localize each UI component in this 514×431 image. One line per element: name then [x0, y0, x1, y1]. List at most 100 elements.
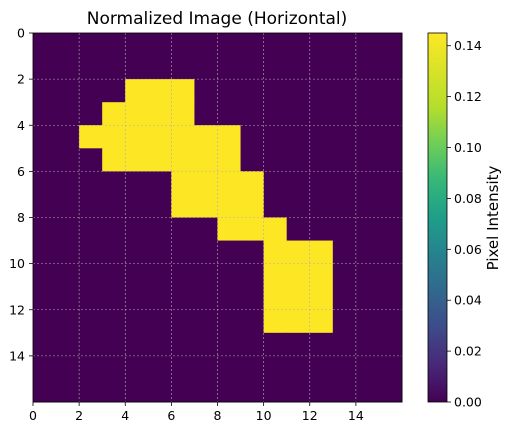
heatmap-cell: [33, 79, 57, 103]
heatmap-cell: [79, 240, 103, 265]
heatmap-cell: [56, 102, 80, 126]
heatmap-cell: [263, 33, 288, 57]
heatmap-cell: [33, 355, 57, 380]
heatmap-cell: [148, 378, 172, 403]
heatmap-cell: [332, 194, 357, 218]
heatmap-cell: [171, 56, 195, 80]
heatmap-cell: [102, 102, 126, 126]
heatmap-cell: [309, 286, 334, 311]
heatmap-cell: [148, 194, 172, 218]
heatmap-cell: [286, 240, 311, 265]
chart-title: Normalized Image (Horizontal): [87, 9, 348, 29]
heatmap-cell: [79, 125, 103, 149]
heatmap-cell: [217, 332, 242, 357]
heatmap-cell: [332, 148, 357, 172]
heatmap-cell: [309, 355, 334, 380]
heatmap-cell: [56, 148, 80, 172]
heatmap-cell: [378, 148, 403, 172]
heatmap-cell: [355, 194, 380, 218]
heatmap-cell: [309, 378, 334, 403]
heatmap-cell: [355, 79, 380, 103]
heatmap-cell: [171, 286, 195, 311]
heatmap-cell: [332, 286, 357, 311]
heatmap-cell: [286, 332, 311, 357]
heatmap-cell: [240, 378, 265, 403]
x-tick-label: 6: [167, 408, 175, 423]
heatmap-cell: [355, 33, 380, 57]
heatmap-cell: [125, 194, 149, 218]
heatmap-cell: [56, 309, 80, 334]
heatmap-cell: [148, 148, 172, 172]
heatmap-cell: [217, 102, 242, 126]
heatmap-cell: [332, 171, 357, 195]
heatmap-cell: [240, 194, 265, 218]
heatmap-cell: [79, 56, 103, 80]
heatmap-cell: [33, 194, 57, 218]
heatmap-cell: [217, 309, 242, 334]
heatmap-cell: [148, 240, 172, 265]
colorbar-tick-label: 0.04: [454, 293, 482, 308]
y-tick-label: 8: [17, 210, 25, 225]
heatmap-cell: [33, 33, 57, 57]
colorbar-ticks: 0.00 0.02 0.04 0.06 0.08 0.10 0.12 0.14: [447, 38, 482, 410]
heatmap-cell: [194, 102, 218, 126]
heatmap-cell: [309, 56, 334, 80]
heatmap-cell: [79, 33, 103, 57]
heatmap-cell: [217, 125, 242, 149]
heatmap-cell: [79, 171, 103, 195]
heatmap-cell: [286, 286, 311, 311]
heatmap-cell: [240, 171, 265, 195]
heatmap-cell: [240, 148, 265, 172]
heatmap-cell: [102, 240, 126, 265]
heatmap-cell: [309, 194, 334, 218]
heatmap-cell: [355, 125, 380, 149]
heatmap-cell: [171, 33, 195, 57]
heatmap-cell: [171, 217, 195, 242]
heatmap-cell: [102, 56, 126, 80]
heatmap-cell: [125, 148, 149, 172]
x-tick-label: 4: [121, 408, 129, 423]
y-tick-label: 12: [9, 302, 25, 317]
heatmap-cell: [355, 171, 380, 195]
heatmap-cell: [309, 263, 334, 288]
heatmap-cell: [33, 378, 57, 403]
heatmap-cell: [378, 56, 403, 80]
heatmap-cell: [56, 125, 80, 149]
heatmap-cell: [286, 355, 311, 380]
heatmap-cell: [102, 332, 126, 357]
heatmap-cell: [125, 286, 149, 311]
heatmap-cell: [286, 378, 311, 403]
heatmap-cell: [217, 355, 242, 380]
heatmap-cell: [332, 56, 357, 80]
heatmap-cell: [171, 125, 195, 149]
heatmap-cell: [33, 286, 57, 311]
heatmap-cell: [240, 309, 265, 334]
heatmap-cell: [286, 148, 311, 172]
colorbar-label: Pixel Intensity: [484, 166, 502, 271]
heatmap-cell: [56, 378, 80, 403]
heatmap-cell: [309, 309, 334, 334]
heatmap-cell: [263, 240, 288, 265]
heatmap-cell: [56, 33, 80, 57]
heatmap-cell: [33, 240, 57, 265]
heatmap-cell: [355, 263, 380, 288]
heatmap-cell: [217, 56, 242, 80]
heatmap-cell: [332, 332, 357, 357]
x-tick-label: 8: [214, 408, 222, 423]
heatmap-cell: [56, 171, 80, 195]
heatmap-cell: [309, 79, 334, 103]
heatmap-cell: [56, 240, 80, 265]
heatmap-cell: [102, 355, 126, 380]
heatmap-cell: [286, 33, 311, 57]
x-tick-label: 10: [256, 408, 272, 423]
colorbar: [427, 32, 448, 403]
heatmap-cell: [194, 194, 218, 218]
y-tick-label: 6: [17, 164, 25, 179]
heatmap-cell: [217, 148, 242, 172]
heatmap-cell: [240, 355, 265, 380]
heatmap-cell: [240, 263, 265, 288]
heatmap-cell: [263, 309, 288, 334]
heatmap-cell: [171, 263, 195, 288]
heatmap-cell: [217, 217, 242, 242]
heatmap-cell: [33, 332, 57, 357]
